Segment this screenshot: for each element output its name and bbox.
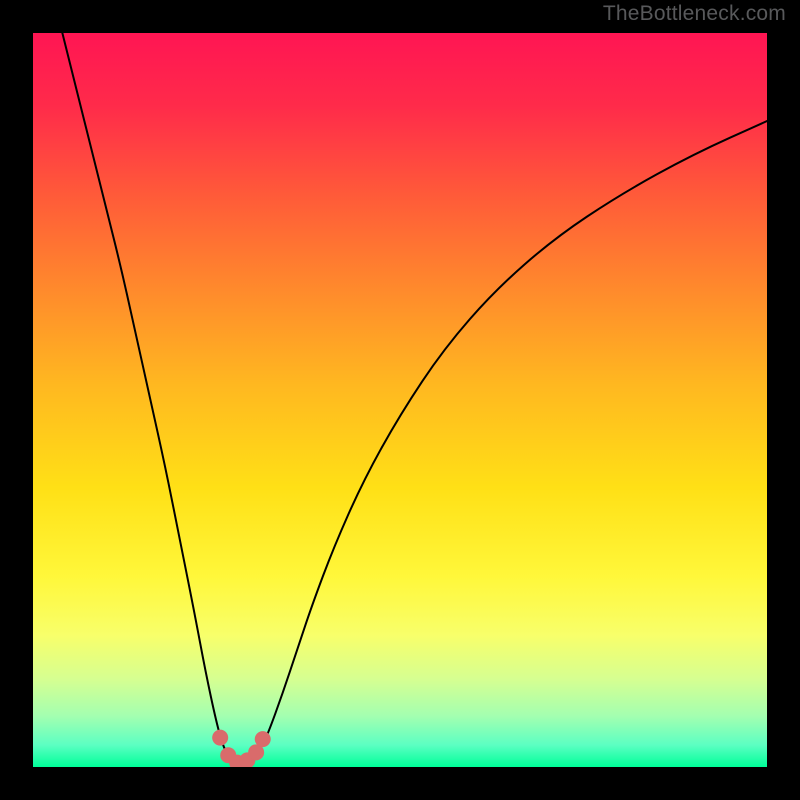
watermark-text: TheBottleneck.com [603, 2, 786, 26]
marker-dot [212, 730, 228, 746]
chart-frame: TheBottleneck.com [0, 0, 800, 800]
chart-svg [33, 33, 767, 767]
plot-area [33, 33, 767, 767]
marker-dot [255, 731, 271, 747]
gradient-background [33, 33, 767, 767]
